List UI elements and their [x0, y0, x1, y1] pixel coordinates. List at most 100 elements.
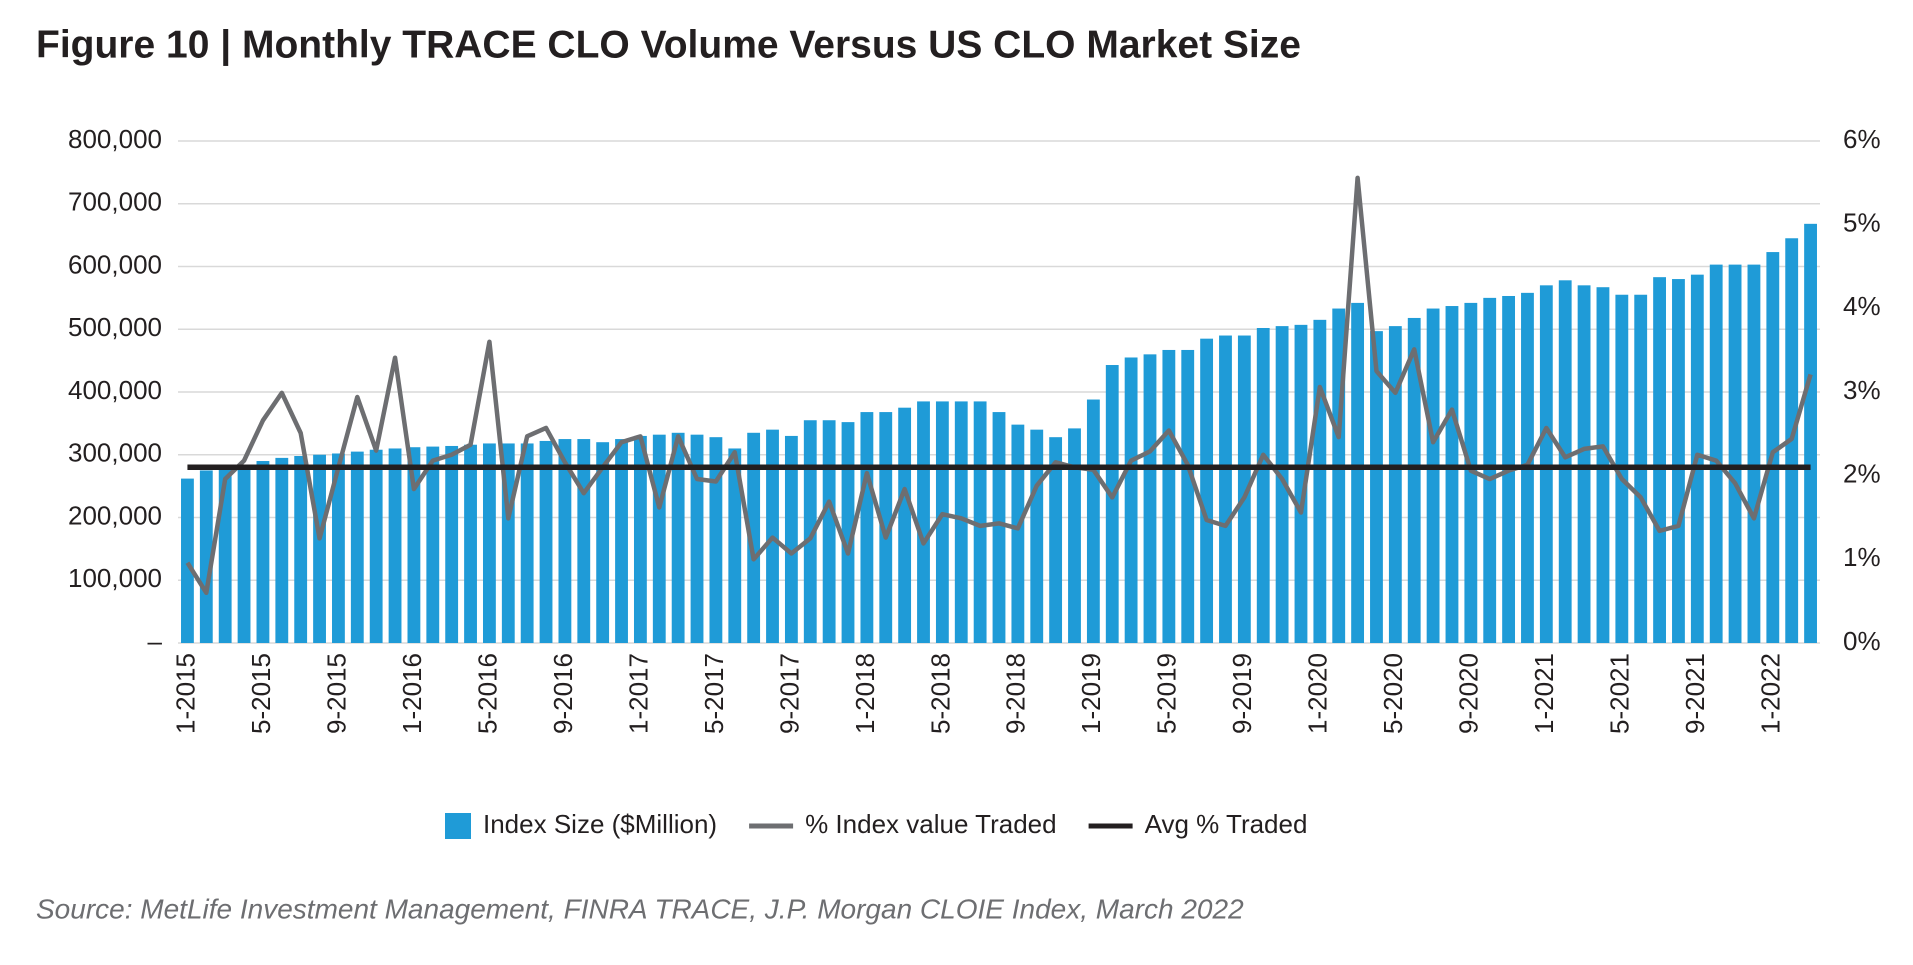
chart-title: Figure 10 | Monthly TRACE CLO Volume Ver…: [36, 23, 1301, 66]
bar: [482, 443, 496, 643]
bar: [256, 461, 270, 643]
legend-label: % Index value Traded: [805, 809, 1057, 839]
bar: [1653, 277, 1666, 643]
bar: [1426, 308, 1440, 643]
bar: [1388, 326, 1402, 643]
bar: [1351, 302, 1365, 643]
bar: [1558, 280, 1572, 643]
bar: [407, 447, 421, 643]
bar: [992, 412, 1006, 643]
bar: [275, 457, 289, 643]
bar: [1747, 264, 1761, 643]
y2-tick-label: 2%: [1843, 459, 1881, 489]
x-tick-label: 1-2019: [1076, 653, 1106, 734]
bar: [313, 454, 326, 643]
bar: [1030, 429, 1044, 643]
bar: [860, 412, 874, 643]
x-tick-label: 5-2020: [1378, 653, 1408, 734]
bar: [350, 451, 364, 643]
legend-swatch: [445, 813, 471, 839]
bar: [199, 470, 213, 643]
bar: [1143, 354, 1157, 643]
bar: [784, 435, 798, 643]
x-tick-label: 1-2022: [1756, 653, 1786, 734]
bar: [237, 465, 251, 643]
bar: [1539, 285, 1553, 643]
x-tick-label: 9-2019: [1227, 653, 1257, 734]
bar: [1219, 335, 1232, 643]
bar: [1162, 349, 1176, 643]
bar: [1313, 319, 1327, 643]
bar: [388, 448, 402, 643]
bar: [1105, 365, 1119, 643]
bar: [1766, 252, 1780, 643]
bar: [558, 439, 572, 643]
bar: [1068, 428, 1081, 643]
bar: [1181, 349, 1195, 643]
x-tick-label: 1-2016: [397, 653, 427, 734]
bar: [332, 453, 345, 643]
bar: [1577, 285, 1591, 643]
bar: [1256, 327, 1270, 643]
bar: [671, 432, 685, 643]
bar: [973, 401, 987, 643]
bar: [822, 420, 836, 643]
bar: [1407, 317, 1421, 643]
x-tick-label: 5-2017: [699, 653, 729, 734]
y-tick-label: 600,000: [68, 249, 162, 279]
bar: [690, 434, 704, 643]
bar: [803, 420, 817, 643]
bar: [539, 440, 553, 643]
x-tick-label: 5-2015: [246, 653, 276, 734]
bar: [1294, 324, 1308, 643]
y2-tick-label: 4%: [1843, 291, 1881, 321]
x-tick-label: 1-2017: [623, 653, 653, 734]
bar: [898, 407, 912, 643]
bar: [1445, 306, 1459, 643]
y2-tick-label: 3%: [1843, 375, 1881, 405]
bar: [747, 432, 761, 643]
bar: [841, 422, 855, 643]
y-tick-label: –: [148, 626, 163, 656]
bar: [1237, 335, 1251, 643]
bar: [1086, 399, 1100, 643]
y2-tick-label: 6%: [1843, 124, 1881, 154]
bar: [615, 439, 628, 643]
bar: [1370, 331, 1383, 643]
y-tick-label: 100,000: [68, 563, 162, 593]
bar: [1049, 437, 1063, 643]
y-tick-label: 800,000: [68, 124, 162, 154]
x-tick-label: 5-2019: [1152, 653, 1182, 734]
x-tick-label: 1-2021: [1529, 653, 1559, 734]
y2-tick-label: 0%: [1843, 626, 1881, 656]
bar: [369, 449, 383, 643]
y2-tick-label: 1%: [1843, 542, 1881, 572]
bar: [1483, 297, 1497, 643]
bar: [935, 401, 949, 643]
line: [185, 175, 1813, 596]
legend-label: Index Size ($Million): [483, 809, 717, 839]
bar: [917, 401, 930, 643]
bar: [596, 442, 610, 643]
y-tick-label: 500,000: [68, 312, 162, 342]
bar: [1709, 264, 1723, 643]
y-tick-label: 300,000: [68, 438, 162, 468]
legend-label: Avg % Traded: [1145, 809, 1308, 839]
x-tick-label: 9-2016: [548, 653, 578, 734]
x-tick-label: 5-2018: [925, 653, 955, 734]
x-tick-label: 9-2018: [1001, 653, 1031, 734]
bar: [426, 446, 440, 643]
x-tick-label: 9-2021: [1680, 653, 1710, 734]
y-tick-label: 200,000: [68, 500, 162, 530]
bar: [445, 445, 459, 643]
bar: [1011, 424, 1025, 643]
y-tick-label: 700,000: [68, 187, 162, 217]
bar: [1124, 357, 1138, 643]
x-tick-label: 9-2017: [774, 653, 804, 734]
x-tick-label: 1-2015: [170, 653, 200, 734]
x-tick-label: 9-2020: [1454, 653, 1484, 734]
x-tick-label: 1-2018: [850, 653, 880, 734]
bar: [1275, 326, 1289, 643]
source-note: Source: MetLife Investment Management, F…: [36, 893, 1244, 924]
